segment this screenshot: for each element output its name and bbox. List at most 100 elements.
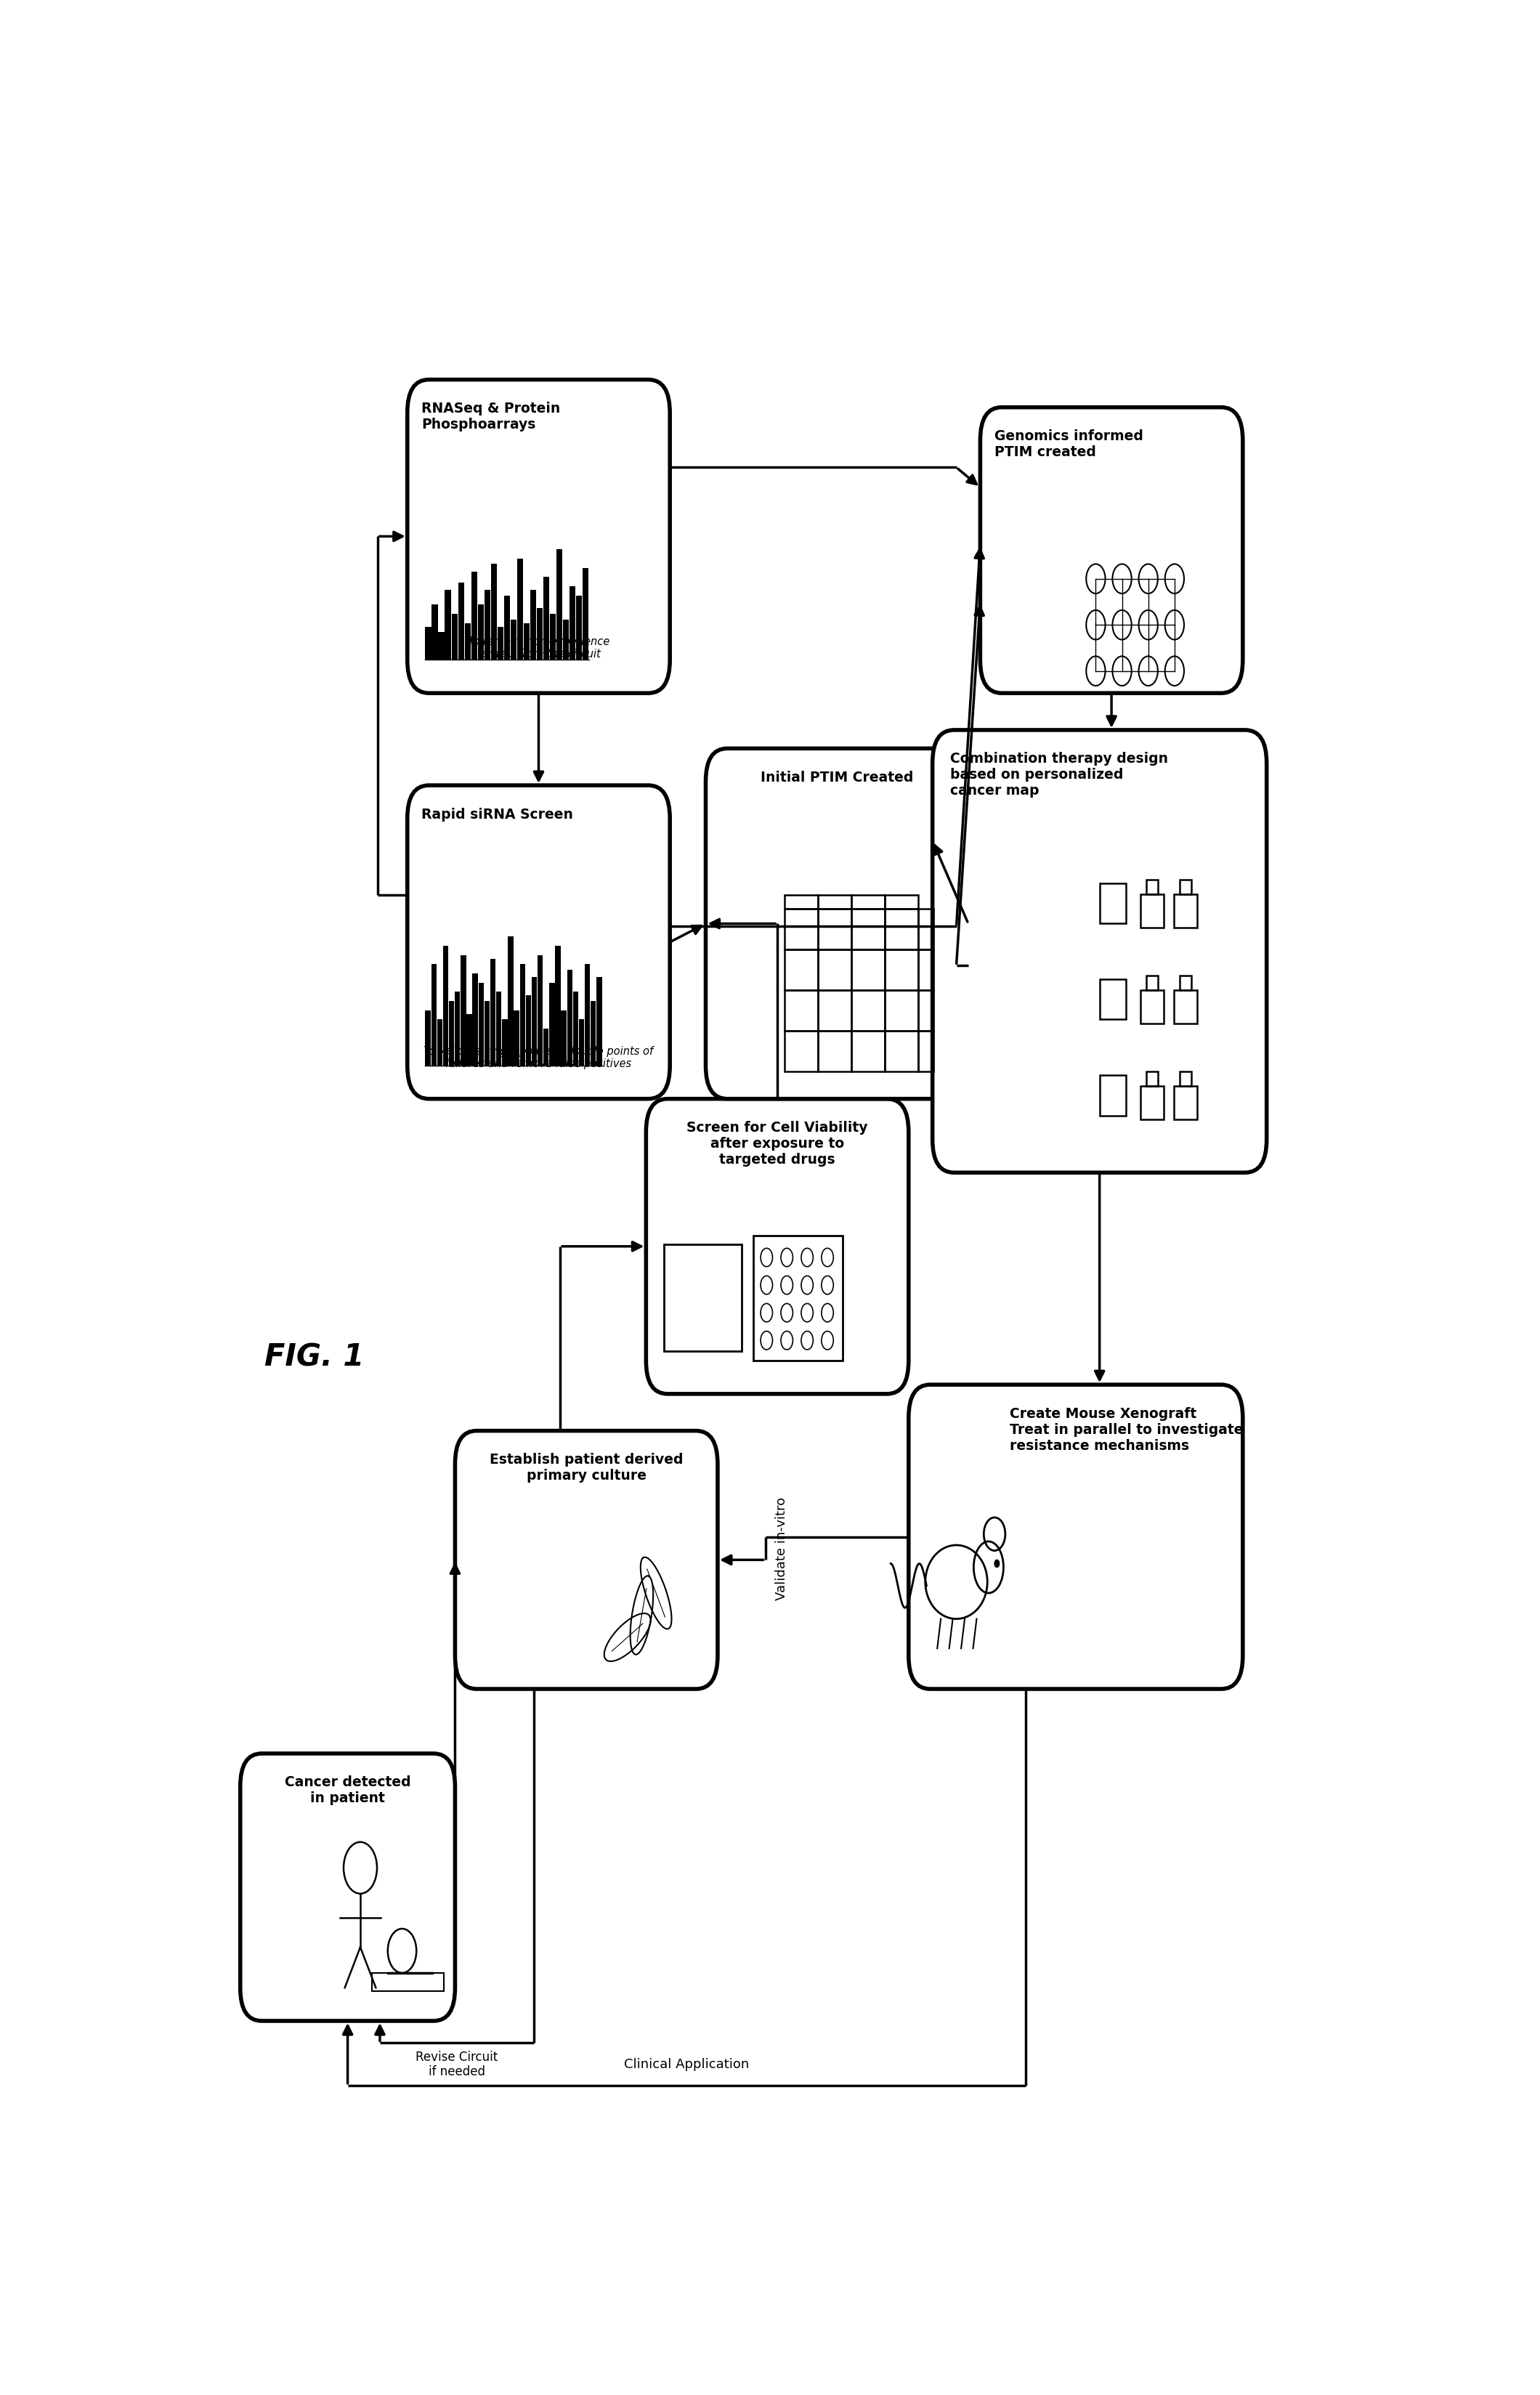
Bar	[573, 992, 579, 1066]
Bar	[508, 936, 513, 1066]
Bar	[454, 992, 460, 1066]
Bar	[561, 1011, 567, 1066]
Bar	[1146, 975, 1158, 989]
Bar	[570, 587, 576, 661]
Bar	[818, 908, 852, 948]
Bar	[1180, 975, 1192, 989]
Bar	[491, 563, 497, 661]
Bar	[556, 548, 562, 661]
FancyBboxPatch shape	[407, 786, 670, 1099]
Bar	[1146, 879, 1158, 893]
Bar	[852, 948, 885, 989]
Bar	[467, 1013, 471, 1066]
FancyBboxPatch shape	[407, 378, 670, 692]
Text: Genomics informed
PTIM created: Genomics informed PTIM created	[995, 429, 1143, 460]
Bar	[818, 948, 852, 989]
Bar	[437, 1020, 442, 1066]
Bar	[852, 989, 885, 1030]
Bar	[884, 896, 918, 908]
Text: Combination therapy design
based on personalized
cancer map: Combination therapy design based on pers…	[950, 752, 1169, 798]
Bar	[465, 623, 471, 661]
Bar	[852, 896, 885, 908]
Bar	[852, 1030, 885, 1071]
Text: Create Mouse Xenograft
Treat in parallel to investigate
resistance mechanisms: Create Mouse Xenograft Treat in parallel…	[1010, 1406, 1244, 1451]
Bar	[425, 1011, 431, 1066]
Bar	[884, 1030, 918, 1071]
Bar	[530, 589, 536, 661]
Bar	[1100, 980, 1126, 1020]
Bar	[1100, 1075, 1126, 1116]
Bar	[504, 596, 510, 661]
Bar	[473, 972, 477, 1066]
Bar	[537, 956, 544, 1066]
Text: Screen for Cell Viability
after exposure to
targeted drugs: Screen for Cell Viability after exposure…	[687, 1121, 869, 1166]
Bar	[1173, 1085, 1198, 1118]
Bar	[484, 589, 490, 661]
Bar	[818, 989, 852, 1030]
Bar	[425, 627, 431, 661]
Bar	[1140, 989, 1164, 1023]
Bar	[852, 908, 885, 948]
Bar	[479, 982, 484, 1066]
Bar	[784, 1030, 818, 1071]
Bar	[439, 632, 445, 661]
Bar	[784, 908, 818, 948]
Text: RNASeq & Protein
Phosphoarrays: RNASeq & Protein Phosphoarrays	[422, 402, 561, 431]
Text: Clinical Application: Clinical Application	[624, 2057, 748, 2072]
Bar	[544, 1030, 548, 1066]
Bar	[596, 977, 602, 1066]
Bar	[550, 982, 554, 1066]
Bar	[1180, 1071, 1192, 1085]
Bar	[537, 608, 542, 661]
Bar	[1140, 893, 1164, 927]
Bar	[918, 908, 933, 948]
Text: Validate in-vitro: Validate in-vitro	[775, 1497, 788, 1600]
Bar	[1146, 1071, 1158, 1085]
Bar	[477, 604, 484, 661]
Text: Cancer detected
in patient: Cancer detected in patient	[285, 1775, 411, 1806]
Bar	[460, 956, 467, 1066]
Bar	[884, 908, 918, 948]
Text: Rapid siRNA Screen: Rapid siRNA Screen	[422, 807, 573, 821]
Bar	[514, 1011, 519, 1066]
Bar	[918, 948, 933, 989]
FancyBboxPatch shape	[981, 407, 1243, 692]
Bar	[884, 948, 918, 989]
FancyBboxPatch shape	[647, 1099, 909, 1394]
Bar	[591, 1001, 596, 1066]
Bar	[664, 1245, 742, 1351]
Circle shape	[995, 1559, 999, 1566]
Bar	[431, 965, 436, 1066]
Bar	[445, 589, 451, 661]
Bar	[511, 620, 516, 661]
Text: To validate single points & double points of
failures and remove false positives: To validate single points & double point…	[423, 1047, 653, 1068]
Bar	[585, 965, 590, 1066]
Bar	[579, 1020, 584, 1066]
Bar	[1140, 1085, 1164, 1118]
Bar	[884, 989, 918, 1030]
Bar	[918, 989, 933, 1030]
FancyBboxPatch shape	[456, 1430, 718, 1688]
Bar	[471, 572, 477, 661]
Bar	[451, 613, 457, 661]
Bar	[1173, 893, 1198, 927]
Bar	[1100, 884, 1126, 924]
Bar	[457, 582, 464, 661]
Bar	[818, 896, 852, 908]
Bar	[497, 627, 504, 661]
Bar	[444, 946, 448, 1066]
Bar	[544, 577, 550, 661]
Text: To remove non-experience
targets from the circuit: To remove non-experience targets from th…	[468, 637, 610, 661]
FancyBboxPatch shape	[240, 1753, 456, 2021]
FancyBboxPatch shape	[932, 730, 1266, 1174]
Bar	[521, 965, 525, 1066]
Bar	[918, 1030, 933, 1071]
Bar	[1180, 879, 1192, 893]
Text: Revise Circuit
if needed: Revise Circuit if needed	[416, 2050, 497, 2079]
Bar	[525, 996, 531, 1066]
Bar	[531, 977, 537, 1066]
FancyBboxPatch shape	[909, 1384, 1243, 1688]
Bar	[550, 613, 556, 661]
Text: Establish patient derived
primary culture: Establish patient derived primary cultur…	[490, 1454, 684, 1483]
Bar	[556, 946, 561, 1066]
